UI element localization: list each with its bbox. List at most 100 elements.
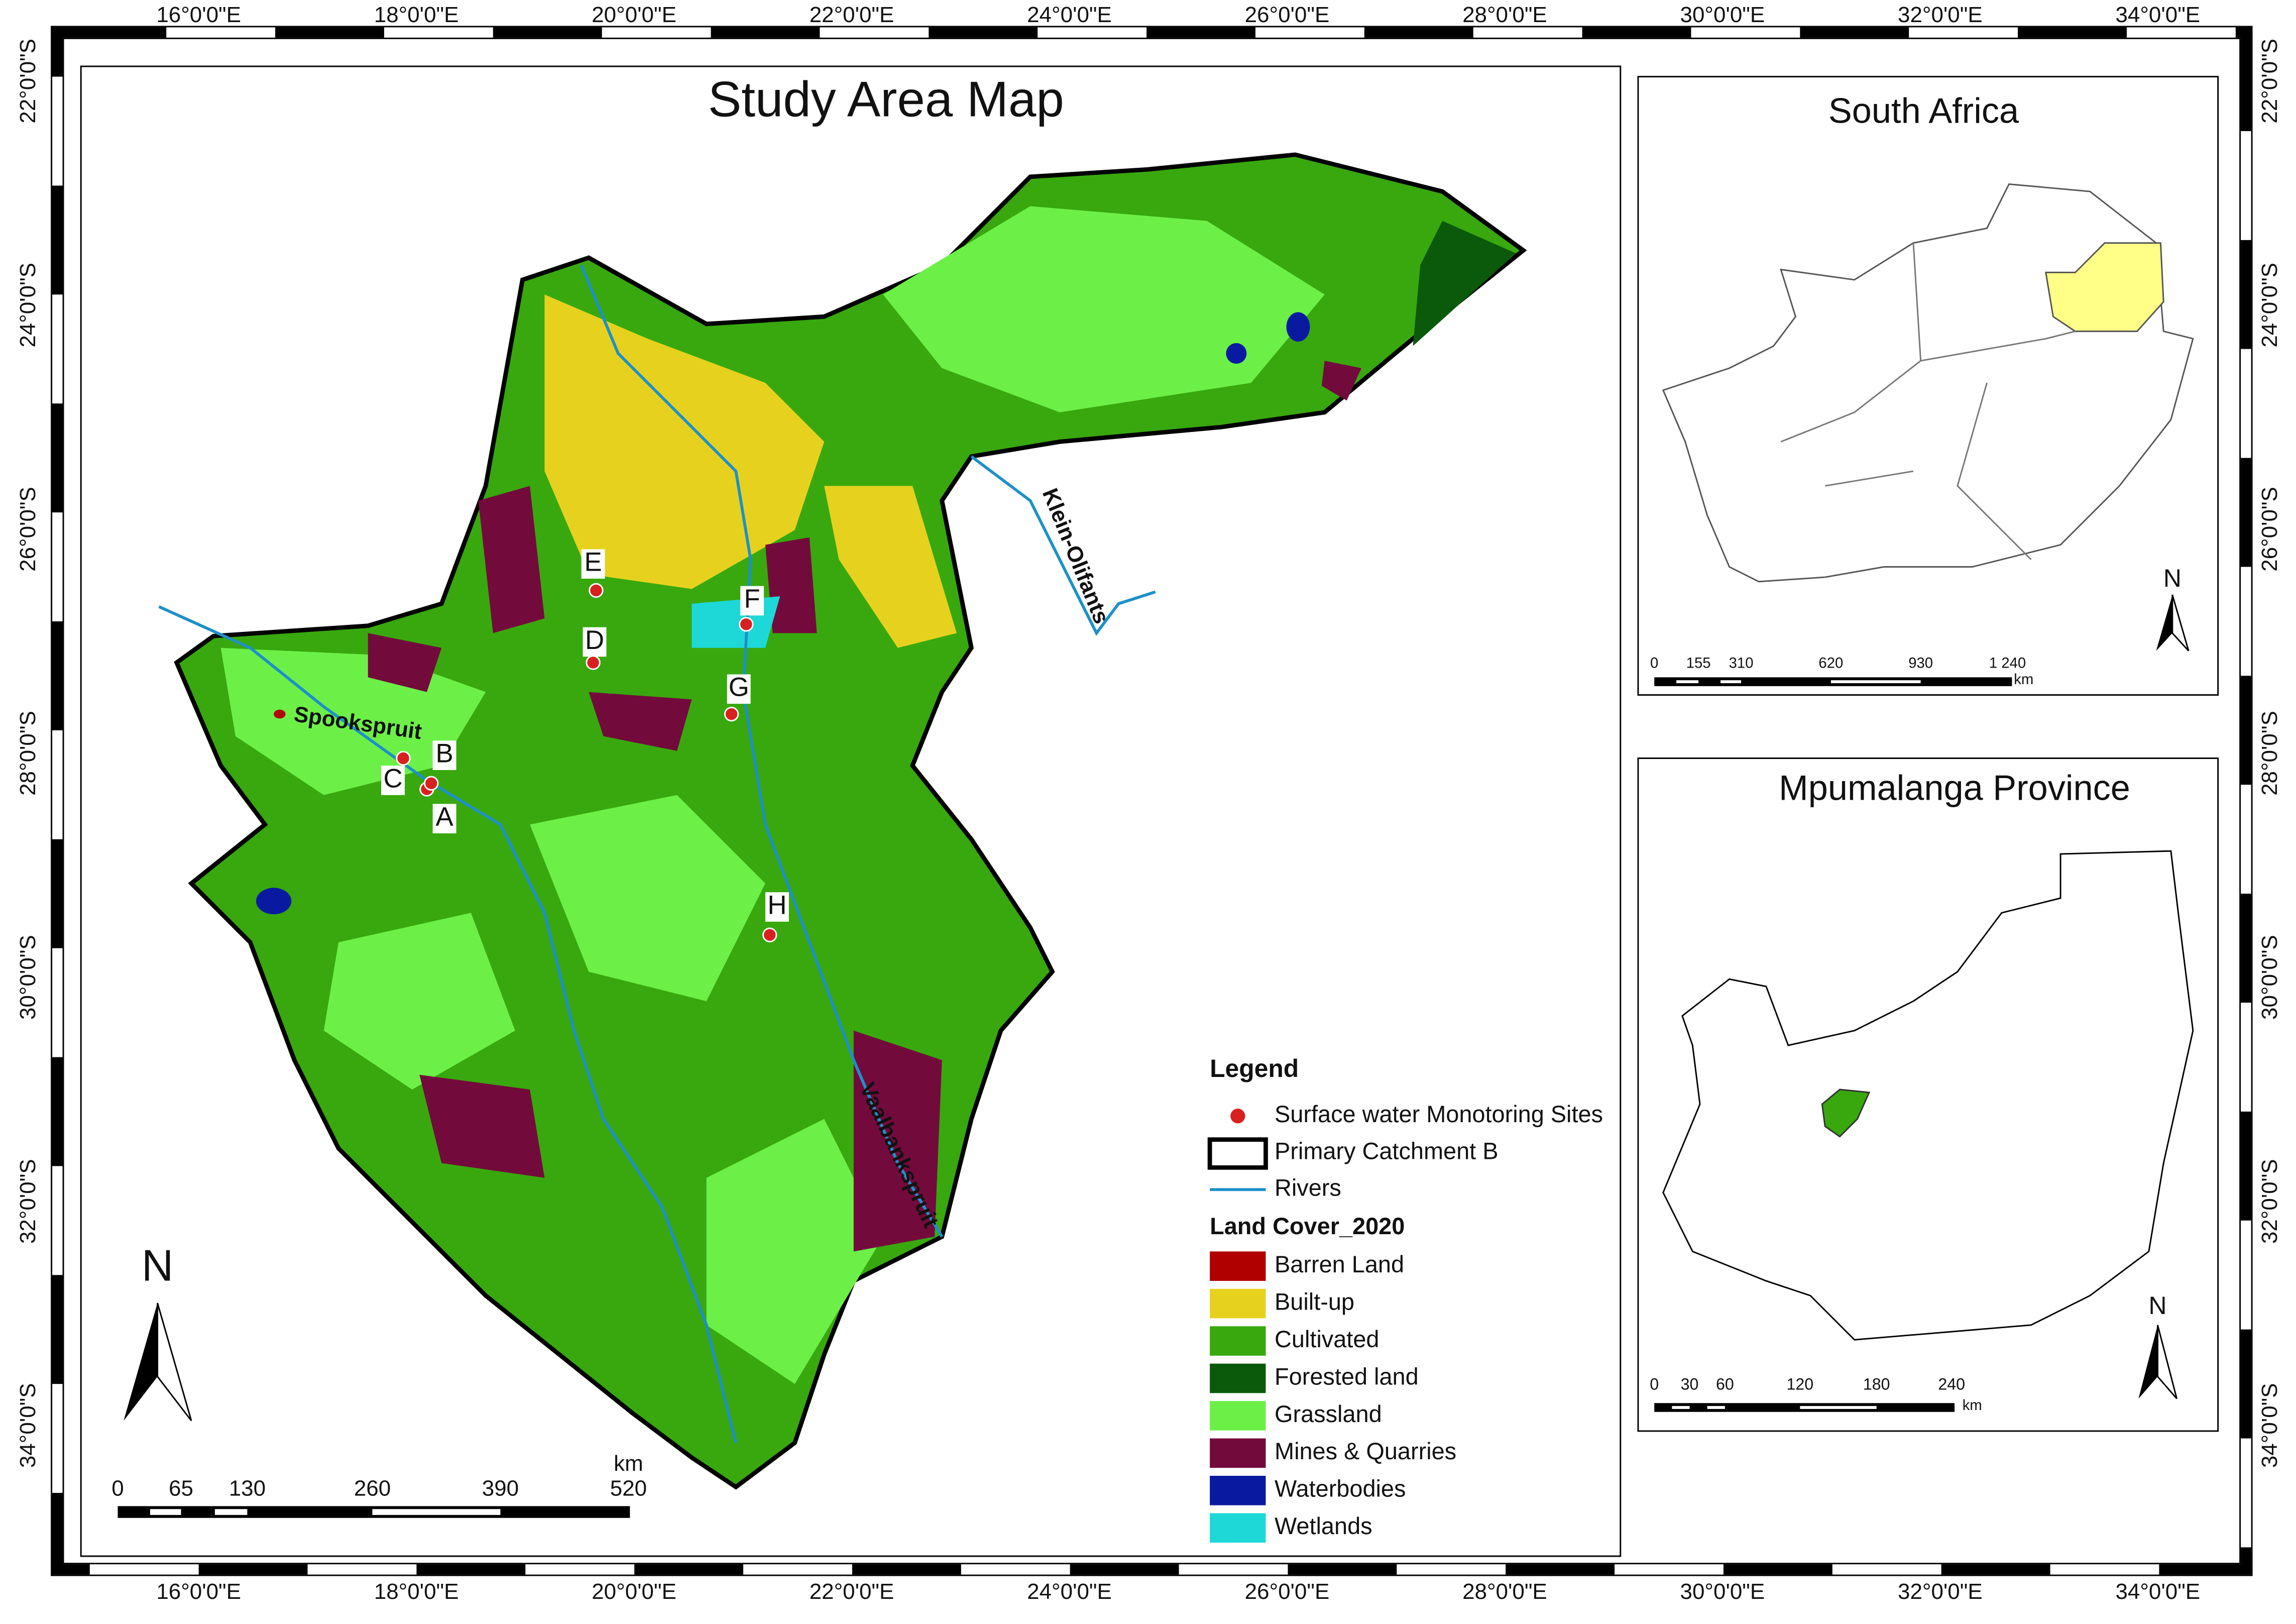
scale-unit: km bbox=[614, 1451, 643, 1476]
north-label: N bbox=[2163, 564, 2182, 592]
north-arrow bbox=[2138, 1325, 2158, 1399]
legend-swatch bbox=[1210, 1513, 1266, 1543]
latitude-label: 22°0'0"S bbox=[16, 39, 40, 124]
latitude-label: 32°0'0"S bbox=[16, 1159, 40, 1244]
site-label: E bbox=[585, 548, 602, 577]
site-label: F bbox=[744, 584, 760, 614]
scale-label: 260 bbox=[354, 1476, 391, 1501]
north-arrow bbox=[2157, 1325, 2178, 1399]
site-label-box bbox=[740, 586, 764, 616]
scale-labels: 0 30 60 120 180 240 bbox=[1650, 1375, 1965, 1393]
site-label-box bbox=[581, 549, 605, 579]
mines-patch bbox=[765, 537, 817, 633]
mines-patch bbox=[419, 1074, 545, 1178]
scale-labels: 0 65 130 260 390 520 bbox=[111, 1476, 647, 1501]
mines-patch bbox=[368, 633, 442, 692]
legend-site-symbol bbox=[1230, 1109, 1245, 1124]
mines-patch bbox=[1321, 361, 1361, 401]
site-label: D bbox=[585, 625, 604, 655]
mpumalanga-outline bbox=[1662, 850, 2194, 1341]
scale-bar-segment bbox=[1676, 680, 1699, 684]
scale-label: 310 bbox=[1729, 655, 1754, 672]
longitude-label: 16°0'0"E bbox=[156, 3, 241, 27]
mpumalanga-highlight bbox=[2045, 242, 2164, 333]
site-label-box bbox=[727, 674, 751, 704]
scale-unit: km bbox=[1963, 1397, 1982, 1414]
longitude-label: 26°0'0"E bbox=[1245, 1579, 1330, 1604]
site-label: A bbox=[435, 802, 453, 832]
longitude-label: 28°0'0"E bbox=[1462, 1579, 1547, 1604]
scale-label: 620 bbox=[1818, 655, 1843, 672]
legend-swatch bbox=[1210, 1288, 1266, 1319]
legend-label: Grassland bbox=[1275, 1401, 1382, 1427]
latitude-label: 24°0'0"S bbox=[16, 263, 40, 348]
legend-subtitle: Land Cover_2020 bbox=[1210, 1213, 1405, 1239]
longitude-label: 32°0'0"E bbox=[1898, 1579, 1983, 1604]
latitude-label: 22°0'0"S bbox=[2257, 39, 2282, 124]
legend-swatch bbox=[1210, 1438, 1266, 1468]
legend-swatch bbox=[1210, 1326, 1266, 1356]
site-label: B bbox=[435, 739, 453, 769]
latitude-label: 30°0'0"S bbox=[2257, 935, 2282, 1020]
longitude-label: 20°0'0"E bbox=[592, 1579, 676, 1604]
scale-label: 120 bbox=[1786, 1375, 1813, 1393]
longitude-label: 24°0'0"E bbox=[1027, 1579, 1112, 1604]
longitude-label: 30°0'0"E bbox=[1680, 1579, 1765, 1604]
wetland-patch bbox=[692, 596, 780, 648]
legend-classes: Barren Land Built-up Cultivated Forested la… bbox=[1210, 1251, 1456, 1543]
north-label: N bbox=[2149, 1291, 2167, 1320]
scale-label: 30 bbox=[1681, 1375, 1699, 1393]
waterbody bbox=[1226, 343, 1247, 364]
legend-swatch bbox=[1210, 1401, 1266, 1431]
site-label: H bbox=[767, 890, 786, 920]
longitude-label: 20°0'0"E bbox=[592, 3, 676, 27]
scale-label: 0 bbox=[111, 1476, 124, 1501]
legend-label: Barren Land bbox=[1275, 1251, 1404, 1277]
longitude-label: 22°0'0"E bbox=[810, 1579, 894, 1604]
site-point bbox=[424, 776, 439, 791]
legend-label: Forested land bbox=[1275, 1363, 1419, 1389]
river bbox=[158, 605, 738, 1444]
scale-bar-segment bbox=[150, 1509, 181, 1515]
latitude-label: 30°0'0"S bbox=[16, 935, 40, 1020]
scale-label: 240 bbox=[1938, 1375, 1965, 1393]
mines-patch bbox=[589, 692, 692, 751]
grassland-patch bbox=[706, 1119, 883, 1384]
outer-frame bbox=[51, 26, 2253, 1576]
legend-label: Mines & Quarries bbox=[1275, 1438, 1456, 1464]
latitude-label: 32°0'0"S bbox=[2257, 1159, 2282, 1244]
scale-label: 180 bbox=[1863, 1375, 1890, 1393]
mines-patch bbox=[478, 486, 545, 633]
graticule-border bbox=[52, 27, 2251, 1575]
longitude-label: 32°0'0"E bbox=[1898, 3, 1983, 27]
north-arrow bbox=[2171, 594, 2190, 652]
site-point bbox=[589, 583, 604, 598]
grassland-patch bbox=[323, 913, 515, 1090]
north-arrow bbox=[157, 1303, 192, 1422]
map-title: Study Area Map bbox=[708, 72, 1064, 128]
catchment bbox=[174, 152, 1527, 1490]
province-boundaries bbox=[1780, 243, 2076, 560]
north-arrow bbox=[2156, 595, 2172, 651]
longitude-labels: 16°0'0"E 16°0'0"E 18°0'0"E 18°0'0"E 20°0'0"E… bbox=[156, 3, 2200, 1604]
legend-label: Built-up bbox=[1275, 1288, 1354, 1315]
scale-label: 1 240 bbox=[1989, 655, 2026, 672]
barren-patch bbox=[274, 709, 286, 719]
legend-label: Waterbodies bbox=[1275, 1476, 1406, 1502]
scale-bar-segment bbox=[1707, 1406, 1725, 1409]
scale-label: 130 bbox=[229, 1476, 266, 1501]
scale-bar-segment bbox=[1830, 680, 1921, 684]
scale-label: 65 bbox=[169, 1476, 193, 1501]
latitude-label: 26°0'0"S bbox=[2257, 487, 2282, 572]
site-point bbox=[396, 750, 411, 766]
scale-label: 60 bbox=[1716, 1375, 1734, 1393]
grassland-patch bbox=[530, 795, 765, 1002]
inset-title: South Africa bbox=[1828, 90, 2019, 130]
legend-item: Surface water Monotoring Sites bbox=[1275, 1101, 1603, 1127]
legend-item: Rivers bbox=[1275, 1175, 1341, 1201]
site-label: G bbox=[729, 673, 749, 702]
latitude-label: 34°0'0"S bbox=[16, 1383, 40, 1468]
site-label-box bbox=[583, 627, 607, 657]
latitude-label: 26°0'0"S bbox=[16, 487, 40, 572]
